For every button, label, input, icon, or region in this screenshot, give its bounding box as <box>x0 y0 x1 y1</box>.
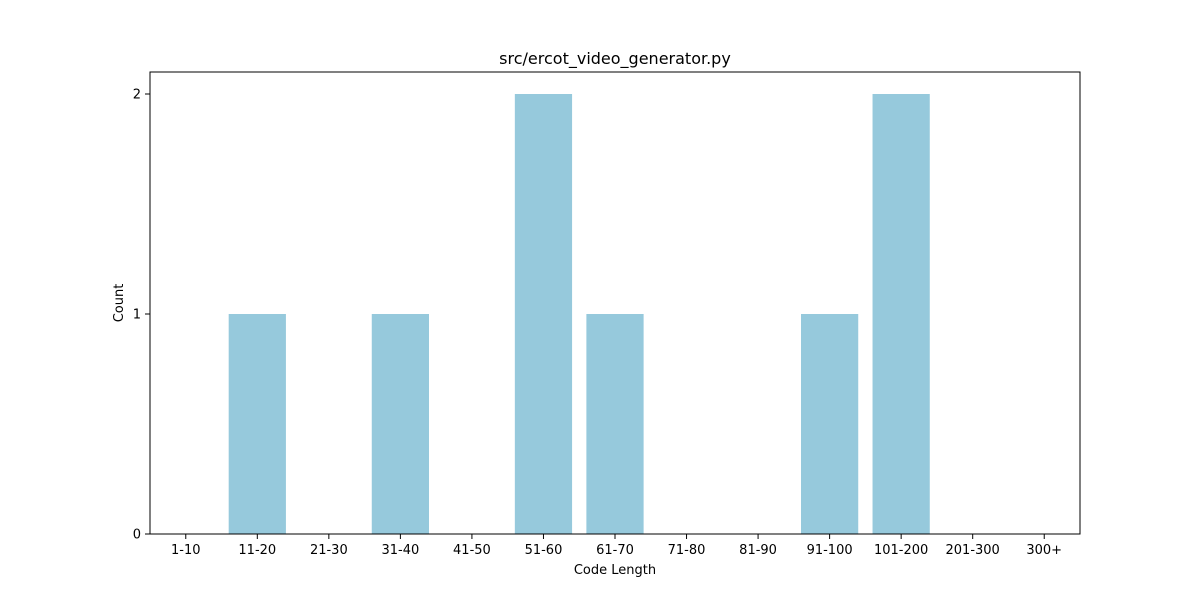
x-tick-label: 31-40 <box>381 543 419 558</box>
x-tick-label: 81-90 <box>739 543 777 558</box>
bar-101-200 <box>872 94 930 534</box>
bar-61-70 <box>586 314 644 534</box>
y-tick-label: 0 <box>133 528 141 543</box>
chart-title: src/ercot_video_generator.py <box>499 49 731 69</box>
x-tick-label: 101-200 <box>874 543 928 558</box>
x-tick-label: 91-100 <box>807 543 853 558</box>
bar-91-100 <box>801 314 859 534</box>
x-tick-label: 11-20 <box>238 543 276 558</box>
y-tick-label: 1 <box>133 308 141 323</box>
y-tick-label: 2 <box>133 88 141 103</box>
x-tick-label: 201-300 <box>946 543 1000 558</box>
x-tick-label: 300+ <box>1026 543 1062 558</box>
x-axis: 1-10 11-20 21-30 31-40 41-50 51-60 61-70 71-80 8… <box>171 534 1062 558</box>
x-tick-label: 61-70 <box>596 543 634 558</box>
x-tick-label: 51-60 <box>525 543 563 558</box>
bar-51-60 <box>514 94 573 534</box>
x-tick-label: 41-50 <box>453 543 491 558</box>
x-tick-label: 71-80 <box>668 543 706 558</box>
x-axis-label: Code Length <box>574 563 656 578</box>
bars-group <box>228 94 930 534</box>
x-tick-label: 1-10 <box>171 543 201 558</box>
bar-31-40 <box>371 314 429 534</box>
bar-11-20 <box>228 314 286 534</box>
x-tick-label: 21-30 <box>310 543 348 558</box>
y-axis: 0 1 2 <box>133 88 150 543</box>
y-axis-label: Count <box>112 284 127 323</box>
